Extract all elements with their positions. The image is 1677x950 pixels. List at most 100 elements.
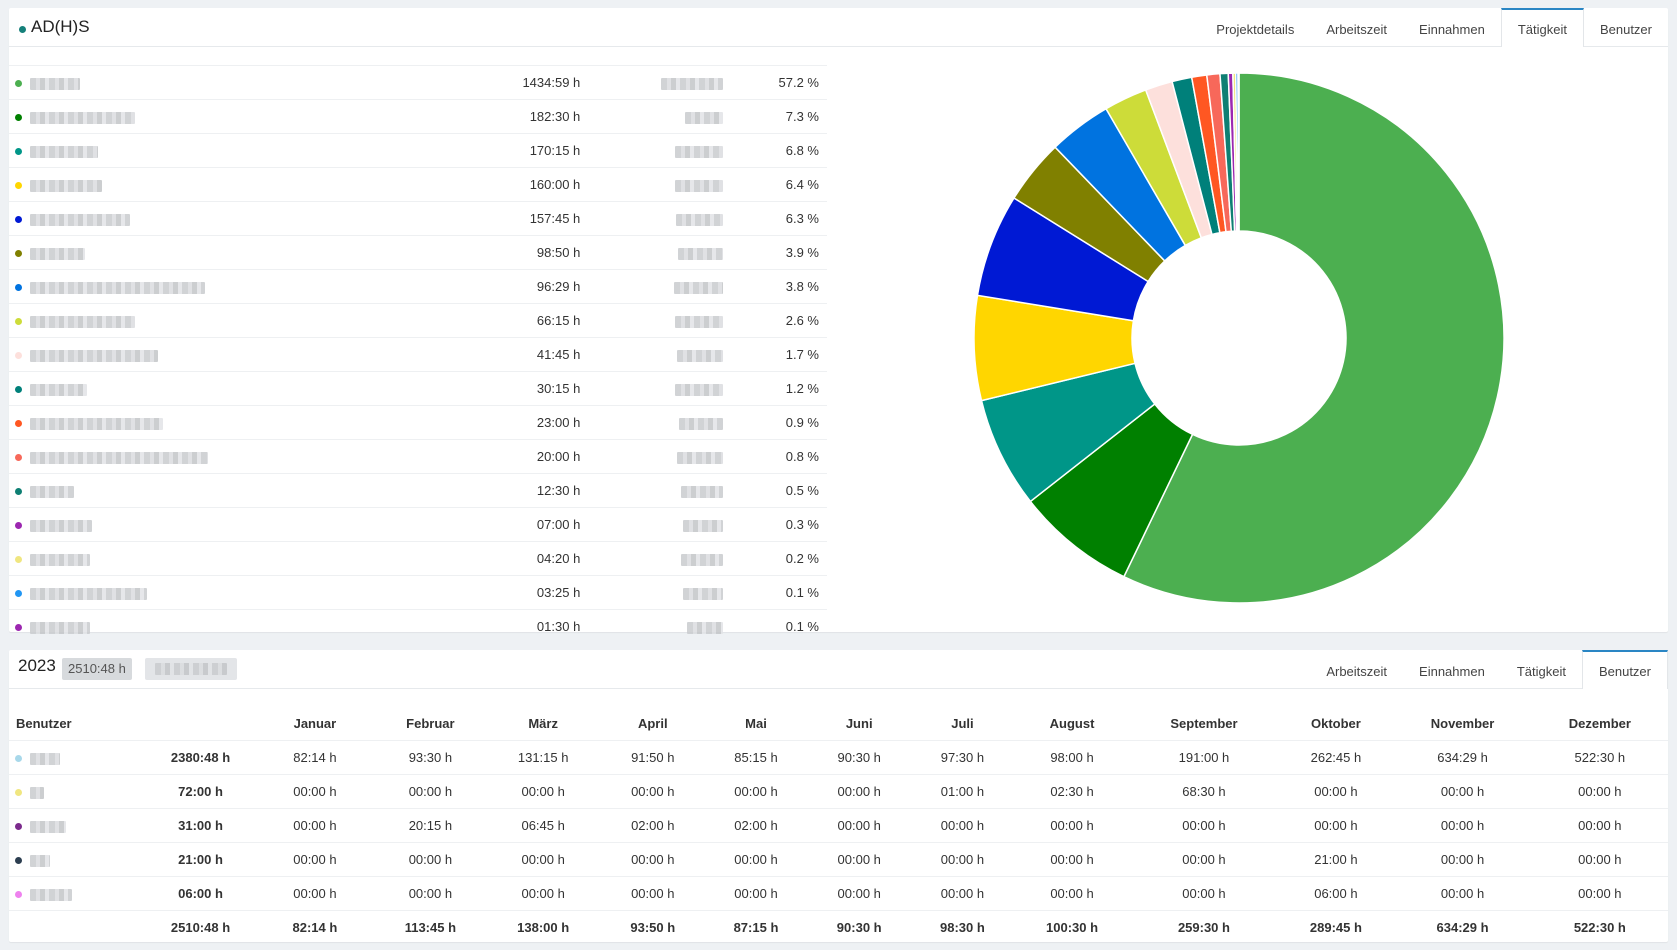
activity-color-dot (15, 386, 22, 394)
month-sum: 90:30 h (808, 910, 911, 944)
month-hours: 00:00 h (1129, 876, 1279, 911)
column-header-month: Dezember (1568, 716, 1631, 731)
month-hours: 00:00 h (1393, 808, 1532, 843)
user-name-cell (9, 774, 148, 809)
activity-row: 98:50 h 3.9 % (9, 235, 827, 270)
tab-arbeitszeit[interactable]: Arbeitszeit (1326, 22, 1388, 37)
month-hours: 00:00 h (601, 876, 704, 911)
redacted-activity-name (29, 383, 87, 396)
activity-hours: 01:30 h (428, 609, 581, 643)
column-header-total (147, 707, 253, 741)
month-hours: 00:00 h (703, 842, 809, 877)
month-hours: 01:00 h (910, 774, 1015, 809)
redacted-activity-name (29, 315, 135, 328)
column-header-month: Juli (951, 716, 974, 731)
activity-name-cell (9, 201, 429, 236)
month-hours: 02:00 h (703, 808, 809, 843)
month-hours: 00:00 h (1014, 876, 1130, 911)
activity-color-dot (15, 420, 22, 428)
activity-hours: 66:15 h (428, 303, 581, 338)
month-sum: 100:30 h (1014, 910, 1130, 944)
column-header-month: November (1430, 716, 1495, 731)
month-hours: 00:00 h (376, 876, 485, 911)
activity-amount-cell (580, 439, 723, 474)
activity-name-cell (9, 133, 429, 168)
activity-name-cell (9, 269, 429, 304)
month-hours: 00:00 h (601, 842, 704, 877)
activity-panel-header: AD(H)S Projektdetails Arbeitszeit Einnah… (9, 8, 1668, 47)
month-hours: 00:00 h (1278, 808, 1394, 843)
activity-percent: 7.3 % (722, 99, 827, 134)
column-header-month: April (637, 716, 668, 731)
redacted-user-name (29, 854, 50, 867)
month-hours: 00:00 h (1531, 842, 1668, 877)
sum-label-cell (9, 910, 148, 944)
activity-percent: 57.2 % (722, 65, 827, 100)
activity-hours: 07:00 h (428, 507, 581, 542)
user-color-dot (15, 891, 22, 899)
users-table-header: Benutzer Januar Februar März April Mai Juni Jul… (9, 707, 1668, 741)
tab-einnahmen[interactable]: Einnahmen (1419, 664, 1485, 679)
month-hours: 00:00 h (910, 808, 1015, 843)
redacted-amount (674, 145, 723, 158)
redacted-amount (676, 451, 723, 464)
redacted-amount (660, 77, 723, 90)
activity-row: 66:15 h 2.6 % (9, 303, 827, 338)
tab-einnahmen[interactable]: Einnahmen (1419, 22, 1485, 37)
tab-benutzer[interactable]: Benutzer (1581, 650, 1668, 689)
tab-arbeitszeit[interactable]: Arbeitszeit (1326, 664, 1388, 679)
month-hours: 00:00 h (376, 774, 485, 809)
activity-color-dot (15, 250, 22, 258)
redacted-activity-name (29, 417, 163, 430)
user-color-dot (15, 755, 22, 763)
activity-name-cell (9, 439, 429, 474)
tab-projektdetails[interactable]: Projektdetails (1216, 22, 1295, 37)
activity-amount-cell (580, 507, 723, 542)
donut-slice[interactable] (1237, 72, 1240, 232)
month-hours: 522:30 h (1531, 740, 1668, 775)
month-hours: 00:00 h (1531, 808, 1668, 843)
month-hours: 02:00 h (601, 808, 704, 843)
activity-panel: AD(H)S Projektdetails Arbeitszeit Einnah… (9, 8, 1668, 643)
month-hours: 00:00 h (703, 774, 809, 809)
users-table: Benutzer Januar Februar März April Mai Juni Jul… (9, 707, 1668, 944)
column-header-month: Februar (406, 716, 455, 731)
donut-slice[interactable] (1122, 72, 1505, 604)
column-header-month: Januar (293, 716, 337, 731)
activity-color-dot (15, 556, 22, 564)
activity-row: 96:29 h 3.8 % (9, 269, 827, 304)
activity-hours: 23:00 h (428, 405, 581, 440)
user-row: 06:00 h 00:00 h 00:00 h 00:00 h 00:00 h 00:00… (9, 876, 1668, 911)
column-header-user: Benutzer (16, 716, 72, 731)
month-hours: 97:30 h (910, 740, 1015, 775)
activity-name-cell (9, 405, 429, 440)
activity-percent: 1.7 % (722, 337, 827, 372)
month-hours: 00:00 h (253, 876, 377, 911)
activity-color-dot (15, 522, 22, 530)
user-name-cell (9, 842, 148, 877)
activity-percent: 6.4 % (722, 167, 827, 202)
activity-percent: 6.3 % (722, 201, 827, 236)
redacted-amount (674, 383, 723, 396)
activity-percent: 0.1 % (722, 609, 827, 643)
activity-amount-cell (580, 133, 723, 168)
activity-hours: 04:20 h (428, 541, 581, 576)
redacted-amount (676, 349, 723, 362)
redacted-activity-name (29, 281, 205, 294)
tab-taetigkeit[interactable]: Tätigkeit (1500, 8, 1584, 47)
activity-amount-cell (580, 541, 723, 576)
activity-name-cell (9, 65, 429, 100)
user-name-cell (9, 740, 148, 775)
activity-percent: 6.8 % (722, 133, 827, 168)
month-hours: 00:00 h (484, 842, 602, 877)
activity-amount-cell (580, 473, 723, 508)
users-panel-tabs: Arbeitszeit Einnahmen Tätigkeit Benutzer (1310, 650, 1668, 689)
tab-taetigkeit[interactable]: Tätigkeit (1516, 664, 1566, 679)
user-total: 06:00 h (147, 876, 254, 911)
tab-benutzer[interactable]: Benutzer (1599, 22, 1652, 37)
activity-row: 182:30 h 7.3 % (9, 99, 827, 134)
month-hours: 82:14 h (253, 740, 377, 775)
activity-color-dot (15, 624, 22, 632)
activity-row: 04:20 h 0.2 % (9, 541, 827, 576)
month-hours: 191:00 h (1129, 740, 1279, 775)
